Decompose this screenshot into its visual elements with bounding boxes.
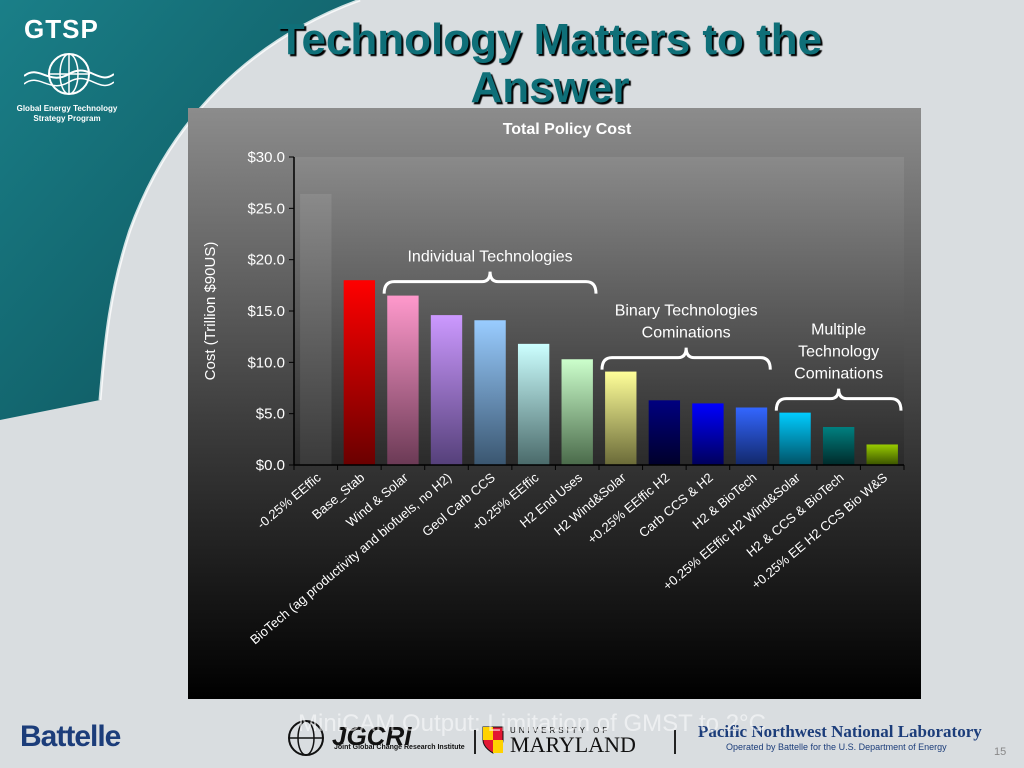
y-tick-label: $30.0 xyxy=(247,149,285,166)
page-title: Technology Matters to the Answer xyxy=(250,16,850,112)
y-axis-label: Cost (Trillion $90US) xyxy=(202,242,219,381)
jgcri-logo: JGCRI xyxy=(332,721,412,751)
y-tick-label: $5.0 xyxy=(256,406,285,423)
page-number: 15 xyxy=(994,746,1007,758)
bar xyxy=(343,280,376,465)
plot-area xyxy=(294,157,904,465)
y-tick-label: $20.0 xyxy=(247,252,285,269)
bar xyxy=(822,427,855,465)
jgcri-subtitle: Joint Global Change Research Institute xyxy=(334,744,465,751)
y-tick-label: $25.0 xyxy=(247,200,285,217)
model-caption: MiniCAM Output: Limitation of GMST to 2°… xyxy=(298,710,766,737)
footer-separator xyxy=(474,730,476,754)
bar xyxy=(648,400,681,465)
annotation-label: Technology xyxy=(798,344,879,361)
gtsp-subtitle-line1: Global Energy Technology xyxy=(16,104,118,113)
bar xyxy=(735,407,768,465)
bar xyxy=(517,343,550,465)
bar xyxy=(692,403,724,465)
annotation-label: Cominations xyxy=(642,325,731,342)
gtsp-subtitle-line2: Strategy Program xyxy=(33,114,101,123)
pnnl-subtitle: Operated by Battelle for the U.S. Depart… xyxy=(726,742,947,752)
annotation-label: Multiple xyxy=(811,322,866,339)
globe-icon xyxy=(24,53,114,95)
bar xyxy=(866,444,898,465)
chart-title: Total Policy Cost xyxy=(503,121,632,138)
bar xyxy=(387,295,419,465)
gtsp-logo-text: GTSP xyxy=(24,14,99,44)
annotation-label: Binary Technologies xyxy=(615,303,758,320)
umd-university-of: UNIVERSITY OF xyxy=(510,726,611,735)
jgcri-globe-icon xyxy=(288,720,324,756)
bar xyxy=(474,320,506,465)
maryland-shield-icon xyxy=(482,726,504,754)
bar xyxy=(430,315,463,465)
y-tick-label: $10.0 xyxy=(247,354,285,371)
pnnl-logo: Pacific Northwest National Laboratory xyxy=(698,722,982,741)
footer-separator xyxy=(674,730,676,754)
annotation-bracket xyxy=(382,271,598,294)
bar xyxy=(779,412,811,465)
annotation-label: Individual Technologies xyxy=(407,249,572,266)
page-title-line1: Technology Matters to the xyxy=(277,15,823,64)
bar xyxy=(561,359,593,465)
battelle-logo: Battelle xyxy=(20,720,121,753)
y-tick-label: $0.0 xyxy=(256,457,285,474)
y-tick-label: $15.0 xyxy=(247,303,285,320)
umd-logo: MARYLAND xyxy=(510,732,636,757)
annotation-label: Cominations xyxy=(794,366,883,383)
gtsp-subtitle: Global Energy Technology Strategy Progra… xyxy=(12,104,122,124)
bar xyxy=(300,193,332,465)
bar xyxy=(605,371,637,465)
page-title-line2: Answer xyxy=(470,63,630,112)
annotation-bracket xyxy=(774,388,903,411)
